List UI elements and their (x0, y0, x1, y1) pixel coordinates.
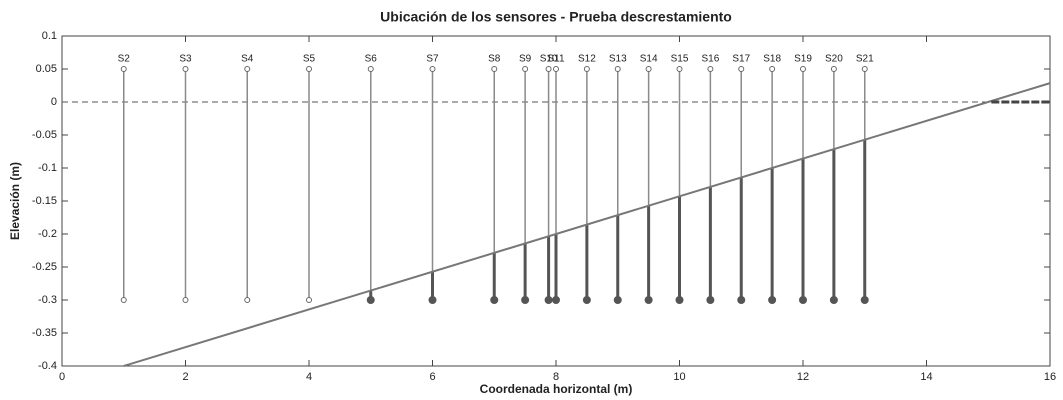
sensor-top-marker (800, 66, 806, 72)
y-tick-label: -0.1 (38, 162, 57, 174)
sensor-bottom-marker (490, 296, 499, 304)
y-tick-label: -0.15 (32, 195, 57, 207)
sensor-label: S18 (763, 54, 781, 65)
y-tick-label: 0 (51, 96, 57, 108)
sensor-bottom-marker (182, 297, 189, 303)
sensor-bottom-marker (829, 296, 838, 304)
sensor-bottom-marker (428, 296, 437, 304)
x-axis-label: Coordenada horizontal (m) (480, 382, 633, 396)
y-tick-label: 0.1 (42, 30, 57, 42)
sensor-label: S11 (547, 54, 564, 65)
sensor-label: S2 (118, 54, 131, 65)
sensor-bottom-marker (521, 296, 530, 304)
x-tick-label: 2 (182, 371, 188, 383)
sensor-bottom-marker (706, 296, 715, 304)
sensor-label: S16 (701, 54, 719, 65)
x-tick-label: 4 (306, 371, 312, 383)
y-tick-label: -0.4 (38, 360, 57, 372)
y-axis-label: Elevación (m) (8, 162, 22, 240)
sensor-label: S13 (609, 54, 627, 65)
sensor-label: S14 (640, 54, 658, 65)
sensor-bottom-marker (768, 296, 777, 304)
x-tick-label: 10 (673, 371, 685, 383)
sensor-label: S19 (794, 54, 812, 65)
sensor-bottom-marker (644, 296, 653, 304)
sensor-top-marker (491, 66, 498, 72)
x-tick-label: 12 (797, 371, 809, 383)
sensor-bottom-marker (675, 296, 684, 304)
sensor-top-marker (830, 66, 837, 72)
sensor-bottom-marker (613, 296, 622, 304)
sensor-top-marker (645, 66, 652, 72)
y-tick-label: -0.05 (32, 129, 57, 141)
sensor-top-marker (553, 66, 559, 72)
y-tick-label: -0.2 (38, 228, 57, 240)
x-tick-label: 0 (59, 371, 65, 383)
sensor-label: S5 (303, 54, 316, 65)
sensor-bottom-marker (860, 296, 869, 304)
sensor-bottom-marker (737, 296, 746, 304)
sensor-bottom-marker (544, 296, 553, 304)
sensor-top-marker (614, 66, 621, 72)
x-tick-label: 6 (429, 371, 435, 383)
sensor-label: S10 (540, 54, 558, 65)
sensor-bottom-marker (552, 296, 560, 304)
sensor-top-marker (120, 66, 127, 72)
sensor-top-marker (182, 66, 189, 72)
sensor-label: S7 (426, 54, 439, 65)
sensor-label: S3 (179, 54, 192, 65)
sensor-bottom-marker (244, 297, 251, 303)
sensor-top-marker (367, 66, 374, 72)
chart-title: Ubicación de los sensores - Prueba descr… (380, 9, 732, 25)
x-tick-label: 16 (1044, 371, 1056, 383)
sensor-top-marker (676, 66, 683, 72)
sensor-top-marker (244, 66, 251, 72)
sensor-label: S12 (578, 54, 596, 65)
y-tick-label: -0.25 (32, 261, 57, 273)
sensor-top-marker (707, 66, 714, 72)
sensor-label: S15 (671, 54, 689, 65)
sensor-top-marker (583, 66, 590, 72)
bed-line (123, 82, 1051, 367)
sensor-label: S8 (488, 54, 501, 65)
sensor-bottom-marker (582, 296, 591, 304)
sensor-bottom-marker (366, 296, 375, 304)
x-tick-label: 14 (920, 371, 932, 383)
y-tick-label: -0.3 (38, 294, 57, 306)
sensor-bottom-marker (120, 297, 127, 303)
sensor-top-marker (769, 66, 776, 72)
sensor-top-marker (522, 66, 529, 72)
sensor-label: S20 (825, 54, 843, 65)
x-tick-label: 8 (553, 371, 559, 383)
sensor-top-marker (306, 66, 312, 72)
sensor-label: S21 (856, 54, 874, 65)
sensor-top-marker (429, 66, 436, 72)
sensor-bottom-marker (306, 297, 312, 303)
sensor-bottom-marker (799, 296, 807, 304)
sensor-label: S6 (365, 54, 378, 65)
sensor-label: S9 (519, 54, 532, 65)
sensor-label: S17 (732, 54, 750, 65)
y-tick-label: -0.35 (32, 327, 57, 339)
sensor-top-marker (861, 66, 868, 72)
sensor-top-marker (738, 66, 745, 72)
sensor-top-marker (545, 66, 552, 72)
y-tick-label: 0.05 (36, 63, 57, 75)
sensor-label: S4 (241, 54, 254, 65)
